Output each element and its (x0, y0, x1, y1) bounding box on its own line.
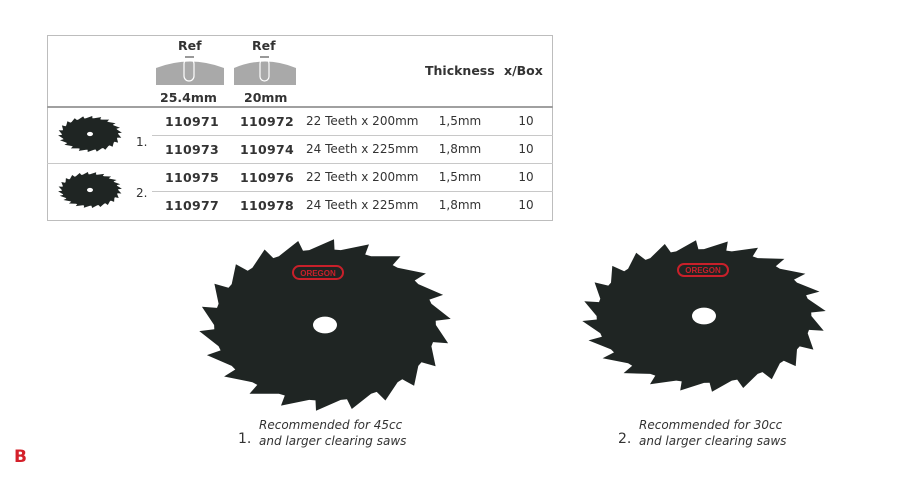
per-box-value: 10 (518, 198, 534, 212)
blade-image-2: OREGON (582, 240, 826, 392)
arbor-20mm-icon (234, 56, 296, 85)
caption-1-line-1: Recommended for 45cc (259, 418, 403, 432)
per-box-value: 10 (518, 170, 534, 184)
group-number-2: 2. (136, 186, 148, 200)
ref-20mm-code: 110978 (240, 198, 294, 213)
oregon-logo (292, 265, 344, 280)
caption-2-line-2: and larger clearing saws (639, 434, 787, 448)
oregon-logo-text: OREGON (685, 266, 721, 275)
per-box-value: 10 (518, 114, 534, 128)
header-ref-2-size: 20mm (244, 90, 288, 105)
row-divider (152, 135, 553, 136)
row-divider (152, 191, 553, 192)
thickness-value: 1,8mm (438, 198, 482, 212)
header-divider (47, 106, 553, 108)
blade-thumbnail-2 (58, 172, 122, 208)
arbor-hole (87, 187, 93, 193)
per-box-value: 10 (518, 142, 534, 156)
blade-description: 24 Teeth x 225mm (306, 142, 419, 156)
header-per-box: x/Box (504, 63, 543, 78)
ref-25mm-code: 110973 (165, 142, 219, 157)
oregon-logo-text: OREGON (300, 269, 336, 278)
group-divider (47, 163, 553, 164)
caption-1-line-2: and larger clearing saws (259, 434, 407, 448)
arbor-25mm-icon (156, 56, 224, 85)
ref-25mm-code: 110975 (165, 170, 219, 185)
thickness-value: 1,5mm (438, 114, 482, 128)
ref-20mm-code: 110976 (240, 170, 294, 185)
header-ref-2: Ref (252, 38, 276, 53)
thickness-value: 1,8mm (438, 142, 482, 156)
arbor-hole (692, 307, 716, 325)
header-ref-1-size: 25.4mm (160, 90, 217, 105)
arbor-hole (87, 131, 93, 137)
arbor-hole (313, 316, 337, 334)
blade-image-1: OREGON (199, 239, 451, 411)
ref-25mm-code: 110977 (165, 198, 219, 213)
group-number-1: 1. (136, 135, 148, 149)
caption-2-line-1: Recommended for 30cc (639, 418, 783, 432)
ref-20mm-code: 110972 (240, 114, 294, 129)
blade-thumbnail-1 (58, 116, 122, 152)
ref-20mm-code: 110974 (240, 142, 294, 157)
ref-25mm-code: 110971 (165, 114, 219, 129)
header-ref-1: Ref (178, 38, 202, 53)
blade-description: 22 Teeth x 200mm (306, 170, 419, 184)
caption-1-number: 1. (238, 431, 252, 447)
section-letter: B (14, 447, 27, 467)
product-table (47, 35, 553, 221)
blade-description: 22 Teeth x 200mm (306, 114, 419, 128)
oregon-logo (677, 263, 729, 277)
header-thickness: Thickness (425, 63, 495, 78)
blade-description: 24 Teeth x 225mm (306, 198, 419, 212)
thickness-value: 1,5mm (438, 170, 482, 184)
caption-2-number: 2. (618, 431, 632, 447)
